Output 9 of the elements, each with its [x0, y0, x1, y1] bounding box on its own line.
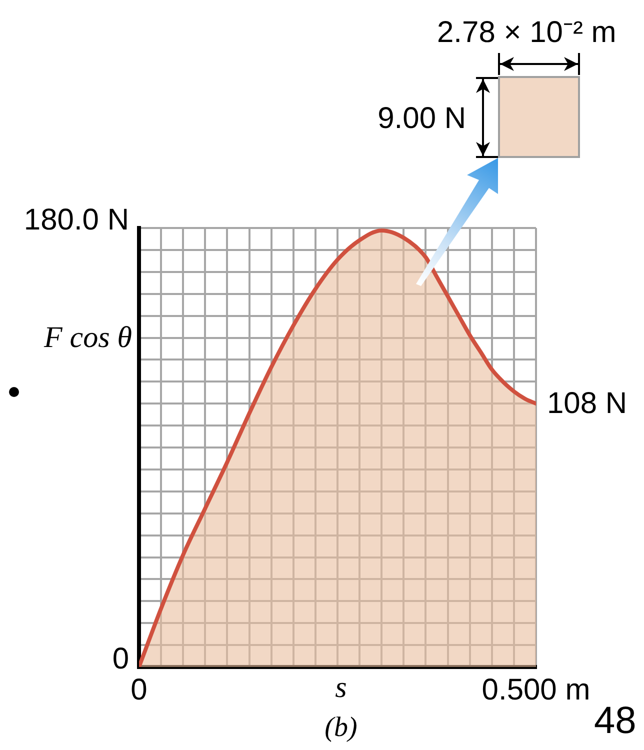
text: 48: [594, 700, 636, 742]
text: (b): [324, 712, 358, 743]
y-axis-title: F cos θ: [44, 321, 132, 354]
x-tick-label: 0.500 m: [482, 673, 590, 706]
y-tick-label: 180.0 N: [24, 203, 129, 236]
x-axis-title: s: [335, 671, 347, 704]
annotation: 108 N: [547, 386, 628, 420]
text: 2.78 × 10⁻² m: [437, 16, 616, 49]
text: 9.00 N: [378, 102, 466, 135]
